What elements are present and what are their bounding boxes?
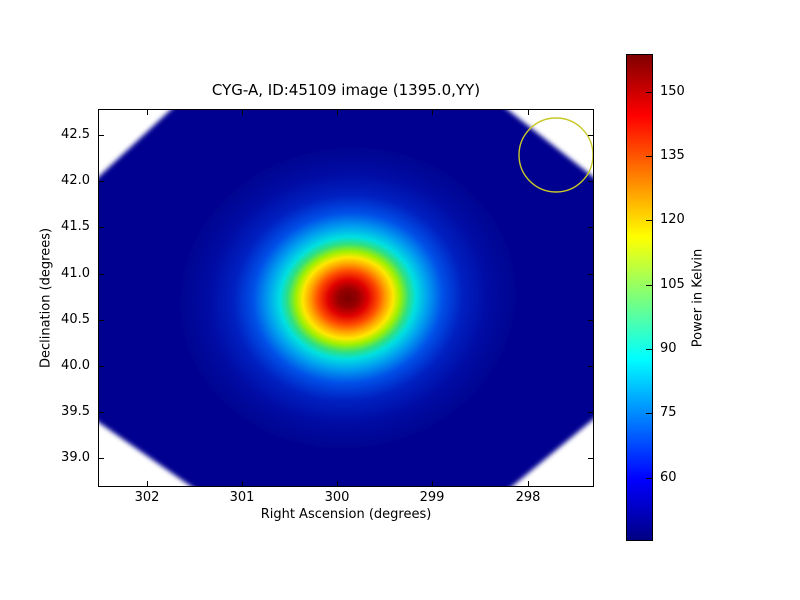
colorbar <box>626 54 653 541</box>
y-tick-label: 42.0 <box>61 173 90 188</box>
x-axis-tick <box>242 481 243 486</box>
y-axis-tick <box>588 181 593 182</box>
colorbar-tick-label: 75 <box>660 405 677 420</box>
x-tick-label: 302 <box>134 490 160 505</box>
y-axis-tick <box>588 320 593 321</box>
x-tick-label: 300 <box>324 490 350 505</box>
colorbar-tick-label: 120 <box>660 212 685 227</box>
colorbar-tick <box>646 413 652 414</box>
y-tick-label: 39.0 <box>61 450 90 465</box>
source-blob <box>180 147 516 449</box>
y-axis-tick <box>99 227 104 228</box>
y-axis-tick <box>99 458 104 459</box>
x-axis-tick <box>337 110 338 115</box>
x-tick-label: 299 <box>419 490 445 505</box>
x-axis-tick <box>528 110 529 115</box>
x-axis-tick <box>147 110 148 115</box>
colorbar-tick-label: 105 <box>660 277 685 292</box>
colorbar-tick-label: 60 <box>660 470 677 485</box>
y-axis-label: Declination (degrees) <box>38 227 54 369</box>
colorbar-gradient <box>627 55 652 540</box>
y-axis-tick <box>588 366 593 367</box>
y-tick-label: 41.0 <box>61 266 90 281</box>
colorbar-tick <box>646 349 652 350</box>
x-axis-label: Right Ascension (degrees) <box>260 507 432 522</box>
plot-title: CYG-A, ID:45109 image (1395.0,YY) <box>211 81 481 99</box>
y-tick-label: 42.5 <box>61 127 90 142</box>
y-tick-label: 40.5 <box>61 312 90 327</box>
colorbar-tick-label: 135 <box>660 148 685 163</box>
y-axis-tick <box>99 366 104 367</box>
colorbar-tick-label: 90 <box>660 341 677 356</box>
y-tick-label: 41.5 <box>61 219 90 234</box>
x-tick-label: 301 <box>229 490 255 505</box>
y-tick-label: 40.0 <box>61 358 90 373</box>
y-axis-tick <box>99 412 104 413</box>
x-tick-label: 298 <box>515 490 541 505</box>
colorbar-tick <box>646 92 652 93</box>
y-axis-tick <box>588 135 593 136</box>
y-tick-label: 39.5 <box>61 404 90 419</box>
x-axis-tick <box>242 110 243 115</box>
colorbar-tick <box>646 156 652 157</box>
x-axis-tick <box>432 110 433 115</box>
y-axis-tick <box>99 181 104 182</box>
x-axis-tick <box>147 481 148 486</box>
y-axis-tick <box>99 135 104 136</box>
x-axis-tick <box>432 481 433 486</box>
x-axis-tick <box>337 481 338 486</box>
y-axis-tick <box>588 227 593 228</box>
beam-circle <box>518 117 593 193</box>
colorbar-tick-label: 150 <box>660 84 685 99</box>
colorbar-label: Power in Kelvin <box>690 248 706 348</box>
colorbar-tick <box>646 478 652 479</box>
y-axis-tick <box>588 458 593 459</box>
colorbar-tick <box>646 285 652 286</box>
colorbar-tick <box>646 220 652 221</box>
y-axis-tick <box>588 274 593 275</box>
y-axis-tick <box>99 320 104 321</box>
y-axis-tick <box>99 274 104 275</box>
x-axis-tick <box>528 481 529 486</box>
y-axis-tick <box>588 412 593 413</box>
plot-area <box>98 109 594 487</box>
sky-image <box>99 110 593 486</box>
